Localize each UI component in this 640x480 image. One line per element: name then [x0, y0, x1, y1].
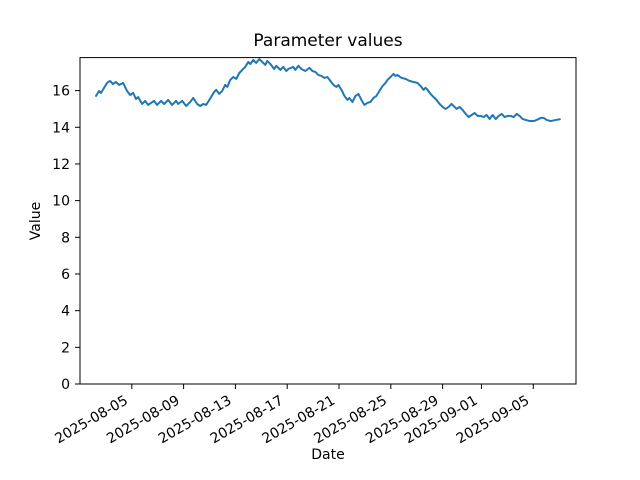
y-tick-label: 4	[61, 304, 70, 320]
axes-frame	[79, 57, 577, 385]
chart-title: Parameter values	[253, 31, 403, 51]
y-tick-label: 16	[52, 84, 70, 100]
x-axis-label: Date	[311, 447, 345, 463]
y-tick-label: 8	[61, 230, 70, 246]
data-line	[95, 58, 561, 123]
y-tick-label: 10	[52, 194, 70, 210]
y-tick-label: 12	[52, 157, 70, 173]
y-tick-label: 2	[61, 340, 70, 356]
y-tick-label: 6	[61, 267, 70, 283]
y-tick-label: 14	[52, 120, 70, 136]
y-tick-label: 0	[61, 377, 70, 393]
